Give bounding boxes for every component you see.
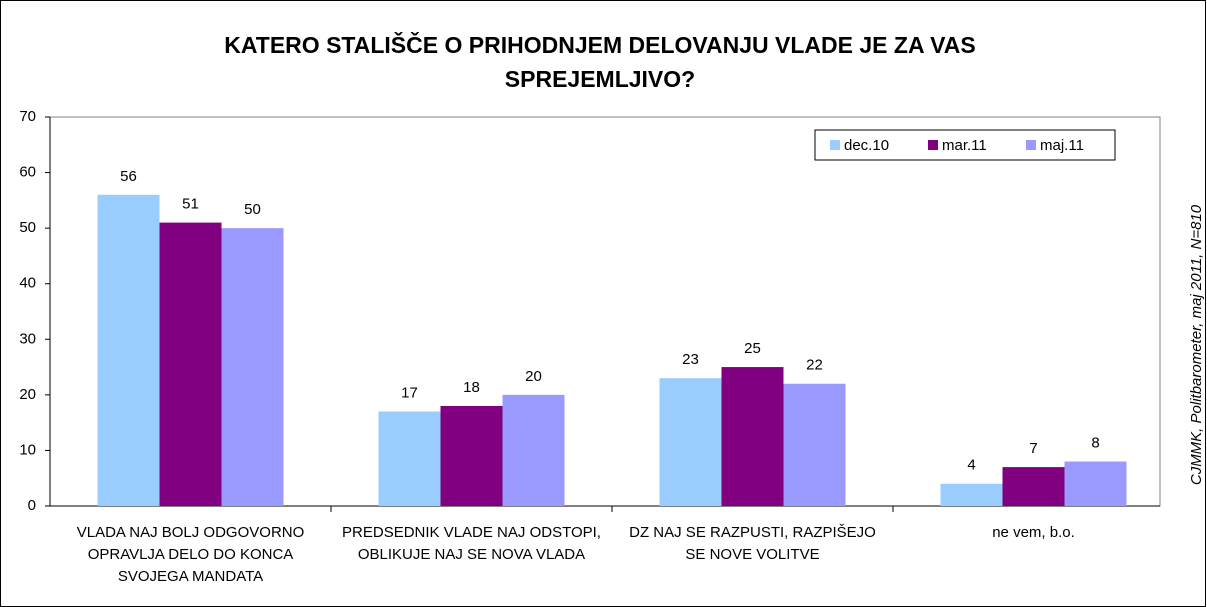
legend-label: dec.10 [844, 137, 889, 154]
bar [378, 411, 441, 506]
legend-swatch [928, 140, 938, 150]
legend-label: mar.11 [942, 137, 987, 154]
bar [159, 222, 222, 507]
value-label: 4 [967, 457, 975, 474]
legend-swatch [1026, 140, 1036, 150]
legend-swatch [830, 140, 840, 150]
y-tick-label: 0 [28, 497, 36, 514]
legend-label: maj.11 [1040, 137, 1084, 154]
x-tick-label: PREDSEDNIK VLADE NAJ ODSTOPI, OBLIKUJE N… [342, 524, 601, 563]
value-label: 51 [182, 196, 199, 213]
y-tick-label: 40 [19, 275, 36, 292]
bar [783, 383, 846, 506]
y-tick-label: 50 [19, 219, 36, 236]
y-tick-label: 30 [19, 330, 36, 347]
chart-title: KATERO STALIŠČE O PRIHODNJEM DELOVANJU V… [224, 32, 976, 92]
bar [97, 194, 160, 507]
value-label: 23 [682, 351, 699, 368]
bar [221, 228, 284, 506]
bar [502, 394, 565, 506]
y-tick-label: 10 [19, 441, 36, 458]
value-label: 17 [401, 384, 418, 401]
value-label: 7 [1029, 440, 1037, 457]
value-label: 22 [806, 357, 823, 374]
bar [659, 378, 722, 506]
x-tick-label: VLADA NAJ BOLJ ODGOVORNO OPRAVLJA DELO D… [76, 524, 305, 585]
x-tick-label: ne vem, b.o. [992, 524, 1075, 541]
value-label: 8 [1091, 435, 1099, 452]
bar [440, 405, 503, 506]
bar [940, 483, 1003, 506]
y-tick-label: 20 [19, 386, 36, 403]
value-label: 25 [744, 340, 761, 357]
bar [1064, 461, 1127, 506]
source-note: CJMMK, Politbarometer, maj 2011, N=810 [1188, 204, 1205, 485]
value-label: 50 [244, 201, 261, 218]
value-label: 20 [525, 368, 542, 385]
x-tick-label: DZ NAJ SE RAZPUSTI, RAZPIŠEJO SE NOVE VO… [629, 524, 876, 563]
bar [721, 367, 784, 506]
bar [1002, 467, 1065, 506]
y-tick-label: 60 [19, 164, 36, 181]
y-tick-label: 70 [19, 108, 36, 125]
value-label: 56 [120, 168, 137, 185]
legend-box [814, 129, 1116, 161]
value-label: 18 [463, 379, 480, 396]
